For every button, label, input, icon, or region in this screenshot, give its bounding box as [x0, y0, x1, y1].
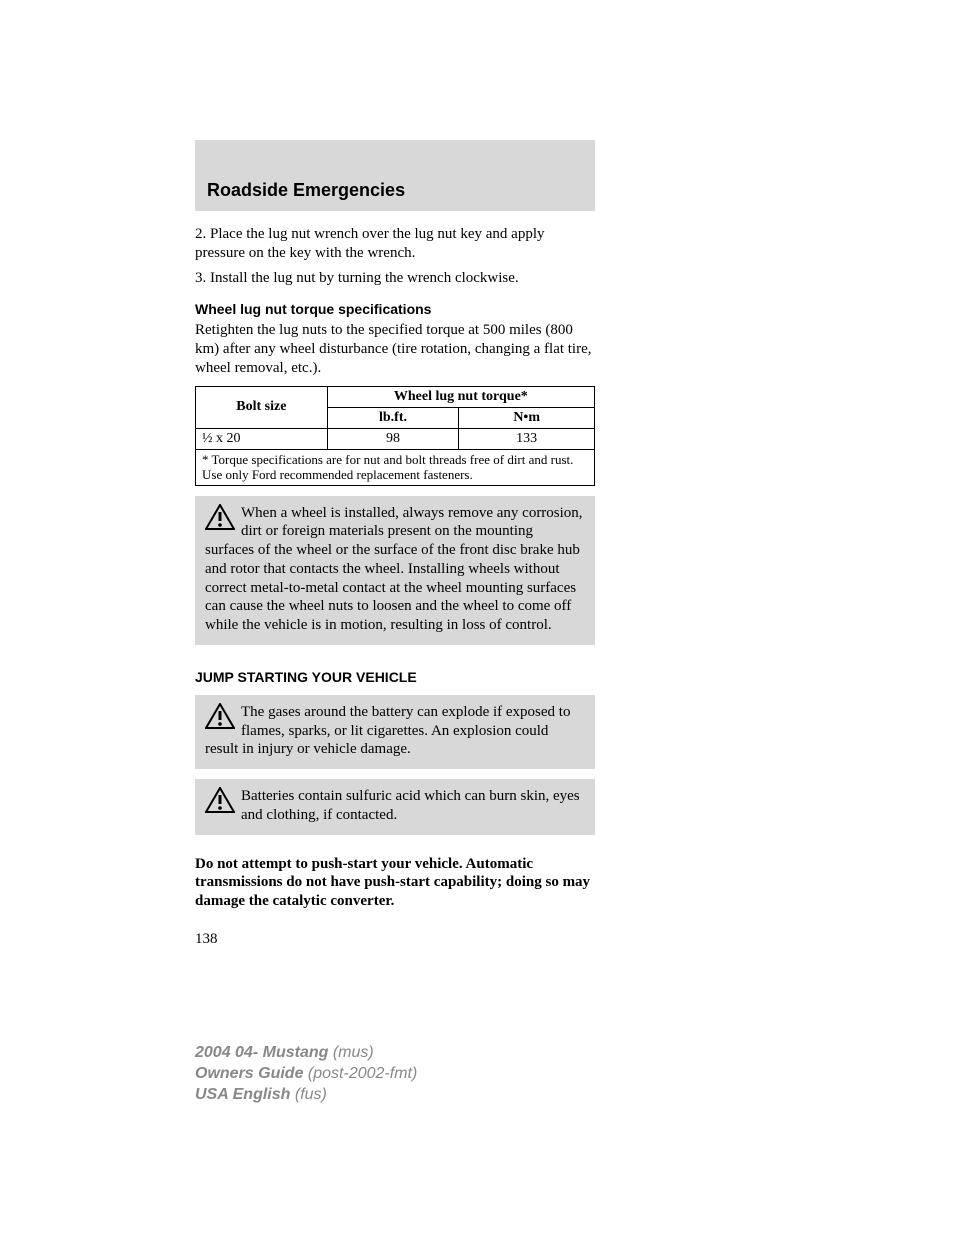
warning-box-3: Batteries contain sulfuric acid which ca…: [195, 779, 595, 835]
warning-icon: [205, 703, 235, 729]
footer-line: 2004 04- Mustang (mus): [195, 1043, 417, 1064]
footer-line: Owners Guide (post-2002-fmt): [195, 1064, 417, 1085]
table-footnote: * Torque specifications are for nut and …: [196, 449, 595, 485]
table-row: * Torque specifications are for nut and …: [196, 449, 595, 485]
torque-body: Retighten the lug nuts to the specified …: [195, 321, 595, 377]
cell-lbft: 98: [327, 428, 459, 449]
footer: 2004 04- Mustang (mus) Owners Guide (pos…: [195, 1043, 417, 1105]
section-header: Roadside Emergencies: [195, 140, 595, 211]
warning-text: The gases around the battery can explode…: [205, 704, 570, 758]
cell-bolt: ½ x 20: [196, 428, 328, 449]
warning-box-2: The gases around the battery can explode…: [195, 695, 595, 769]
page-number: 138: [195, 931, 595, 948]
warning-icon: [205, 787, 235, 813]
warning-text: When a wheel is installed, always remove…: [205, 505, 583, 634]
page-content: Roadside Emergencies 2. Place the lug nu…: [195, 140, 595, 948]
torque-heading: Wheel lug nut torque specifications: [195, 301, 595, 317]
push-start-warning: Do not attempt to push-start your vehicl…: [195, 855, 595, 911]
step-3: 3. Install the lug nut by turning the wr…: [195, 269, 595, 288]
footer-line: USA English (fus): [195, 1085, 417, 1106]
table-row: Bolt size Wheel lug nut torque*: [196, 386, 595, 407]
table-row: ½ x 20 98 133: [196, 428, 595, 449]
warning-box-1: When a wheel is installed, always remove…: [195, 496, 595, 645]
step-2: 2. Place the lug nut wrench over the lug…: [195, 225, 595, 263]
col-lbft: lb.ft.: [327, 407, 459, 428]
torque-table: Bolt size Wheel lug nut torque* lb.ft. N…: [195, 386, 595, 486]
col-nm: N•m: [459, 407, 595, 428]
col-bolt: Bolt size: [196, 386, 328, 428]
jump-heading: JUMP STARTING YOUR VEHICLE: [195, 669, 595, 685]
col-torque: Wheel lug nut torque*: [327, 386, 594, 407]
warning-text: Batteries contain sulfuric acid which ca…: [241, 788, 580, 823]
warning-icon: [205, 504, 235, 530]
cell-nm: 133: [459, 428, 595, 449]
